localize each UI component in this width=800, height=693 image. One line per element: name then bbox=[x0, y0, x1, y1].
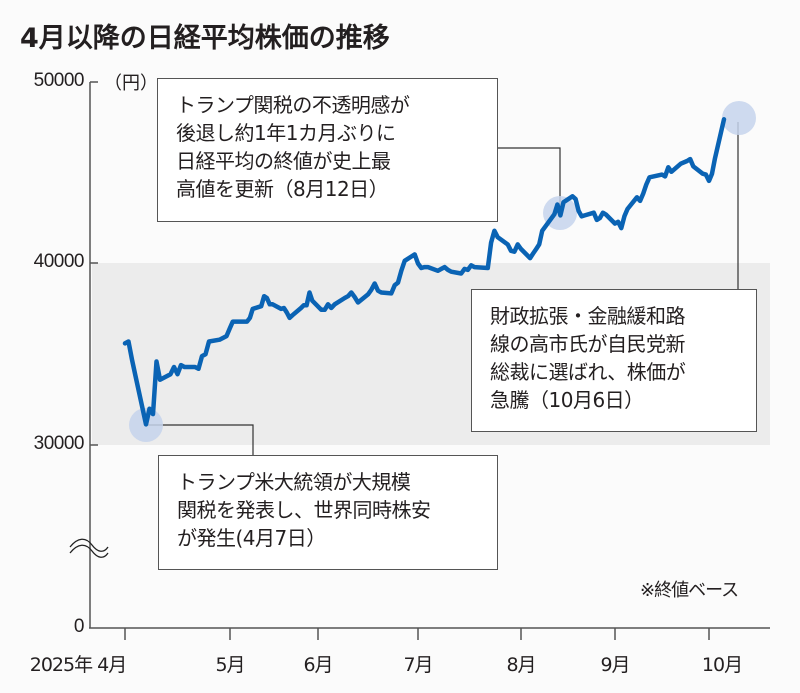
callout-aug12: トランプ関税の不透明感が 後退し約1年1カ月ぶりに 日経平均の終値が史上最 高値… bbox=[157, 78, 498, 222]
unit-label: （円） bbox=[104, 73, 158, 94]
x-label-aug: 8月 bbox=[506, 654, 536, 676]
x-label-may: 5月 bbox=[215, 654, 245, 676]
highlight-oct6 bbox=[722, 101, 756, 135]
axis-break-icon bbox=[69, 538, 109, 558]
y-label-50000: 50000 bbox=[33, 70, 85, 91]
footnote: ※終値ベース bbox=[640, 580, 739, 601]
callout-apr7: トランプ米大統領が大規模 関税を発表し、世界同時株安 が発生(4月7日） bbox=[158, 455, 498, 570]
y-label-40000: 40000 bbox=[33, 251, 85, 272]
x-label-sep: 9月 bbox=[600, 654, 630, 676]
chart-title: 4月以降の日経平均株価の推移 bbox=[20, 23, 390, 54]
leader-line-aug12 bbox=[498, 147, 561, 210]
x-label-jun: 6月 bbox=[303, 654, 333, 676]
leader-line-apr7 bbox=[146, 424, 254, 455]
y-label-0: 0 bbox=[73, 616, 85, 637]
nikkei-line bbox=[122, 117, 727, 427]
y-label-30000: 30000 bbox=[33, 433, 85, 454]
x-label-jul: 7月 bbox=[403, 654, 433, 676]
x-label-oct: 10月 bbox=[701, 654, 743, 676]
x-label-apr: 2025年 4月 bbox=[29, 654, 127, 676]
x-ticks bbox=[124, 628, 710, 640]
callout-oct6: 財政拡張・金融緩和路 線の高市氏が自民党新 総裁に選ばれ、株価が 急騰（10月6… bbox=[471, 289, 757, 432]
